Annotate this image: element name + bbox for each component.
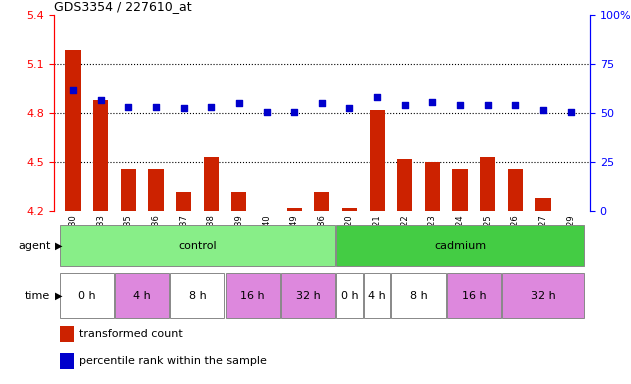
Bar <box>93 100 109 211</box>
Text: percentile rank within the sample: percentile rank within the sample <box>79 356 267 366</box>
Text: 16 h: 16 h <box>240 291 265 301</box>
Text: ▶: ▶ <box>55 291 62 301</box>
Bar <box>314 192 329 211</box>
Bar <box>170 273 225 318</box>
Text: 32 h: 32 h <box>295 291 321 301</box>
Text: 8 h: 8 h <box>189 291 206 301</box>
Bar <box>370 110 385 211</box>
Text: 8 h: 8 h <box>410 291 427 301</box>
Point <box>151 104 161 110</box>
Point <box>372 94 382 100</box>
Point <box>427 99 437 105</box>
Point <box>510 102 521 108</box>
Bar <box>204 157 219 211</box>
Point <box>345 105 355 111</box>
Text: 4 h: 4 h <box>369 291 386 301</box>
Point <box>399 102 410 108</box>
Text: agent: agent <box>18 241 50 251</box>
Point <box>234 101 244 107</box>
Text: 4 h: 4 h <box>133 291 151 301</box>
Text: time: time <box>25 291 50 301</box>
Point <box>123 104 133 110</box>
Bar <box>535 198 551 211</box>
Bar <box>66 50 81 211</box>
Bar <box>508 169 523 211</box>
Text: cadmium: cadmium <box>434 241 486 251</box>
Bar <box>226 273 280 318</box>
Point <box>261 109 271 115</box>
Bar <box>452 169 468 211</box>
Bar <box>342 208 357 211</box>
Point <box>179 105 189 111</box>
Bar <box>336 225 584 266</box>
Text: control: control <box>178 241 216 251</box>
Point <box>289 109 299 115</box>
Bar <box>232 192 247 211</box>
Point <box>317 101 327 107</box>
Bar <box>286 208 302 211</box>
Bar <box>425 162 440 211</box>
Bar <box>502 273 584 318</box>
Point <box>565 109 575 115</box>
Point <box>95 97 105 103</box>
Text: GDS3354 / 227610_at: GDS3354 / 227610_at <box>54 0 191 13</box>
Bar <box>447 273 501 318</box>
Bar <box>391 273 445 318</box>
Text: 16 h: 16 h <box>461 291 486 301</box>
Bar <box>121 169 136 211</box>
Bar <box>60 273 114 318</box>
Text: 32 h: 32 h <box>531 291 555 301</box>
Text: transformed count: transformed count <box>79 329 182 339</box>
Bar <box>336 273 363 318</box>
Point <box>483 102 493 108</box>
Point <box>455 102 465 108</box>
Point <box>68 88 78 94</box>
Bar <box>364 273 391 318</box>
Bar <box>176 192 191 211</box>
Bar <box>60 225 335 266</box>
Bar <box>397 159 412 211</box>
Text: ▶: ▶ <box>55 241 62 251</box>
Bar <box>148 169 163 211</box>
Point <box>206 104 216 110</box>
Point <box>538 107 548 113</box>
Text: 0 h: 0 h <box>78 291 96 301</box>
Bar <box>115 273 169 318</box>
Bar <box>480 157 495 211</box>
Bar <box>281 273 335 318</box>
Text: 0 h: 0 h <box>341 291 358 301</box>
